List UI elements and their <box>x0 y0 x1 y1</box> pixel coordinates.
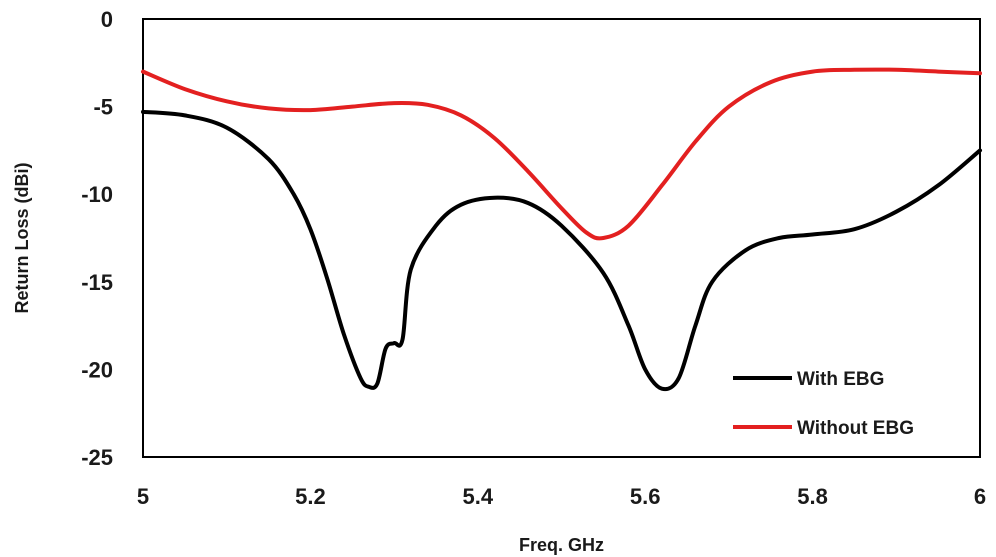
y-tick-label: -5 <box>93 95 113 120</box>
series-line-without-ebg <box>141 67 982 241</box>
y-tick-label: 0 <box>101 7 113 32</box>
series-line-with-ebg <box>141 109 982 392</box>
plot-frame <box>142 18 981 458</box>
y-tick-label: -15 <box>81 270 113 295</box>
x-axis-ticks: 5 5.2 5.4 5.6 5.8 6 <box>137 484 986 509</box>
plot-area <box>142 18 981 458</box>
x-axis-title: Freq. GHz <box>519 535 604 555</box>
legend-label: With EBG <box>797 369 884 390</box>
y-axis-title: Return Loss (dBi) <box>12 162 32 313</box>
y-tick-label: -20 <box>81 357 113 382</box>
x-tick-label: 6 <box>974 484 986 509</box>
series-layer <box>141 67 982 392</box>
legend: With EBG Without EBG <box>733 369 914 439</box>
y-axis-ticks: 0 -5 -10 -15 -20 -25 <box>81 7 113 470</box>
x-tick-label: 5.6 <box>630 484 661 509</box>
x-tick-label: 5.8 <box>797 484 828 509</box>
x-tick-label: 5.2 <box>295 484 326 509</box>
x-tick-label: 5 <box>137 484 149 509</box>
y-tick-label: -10 <box>81 182 113 207</box>
y-tick-label: -25 <box>81 445 113 470</box>
x-tick-label: 5.4 <box>463 484 494 509</box>
legend-label: Without EBG <box>797 418 914 439</box>
